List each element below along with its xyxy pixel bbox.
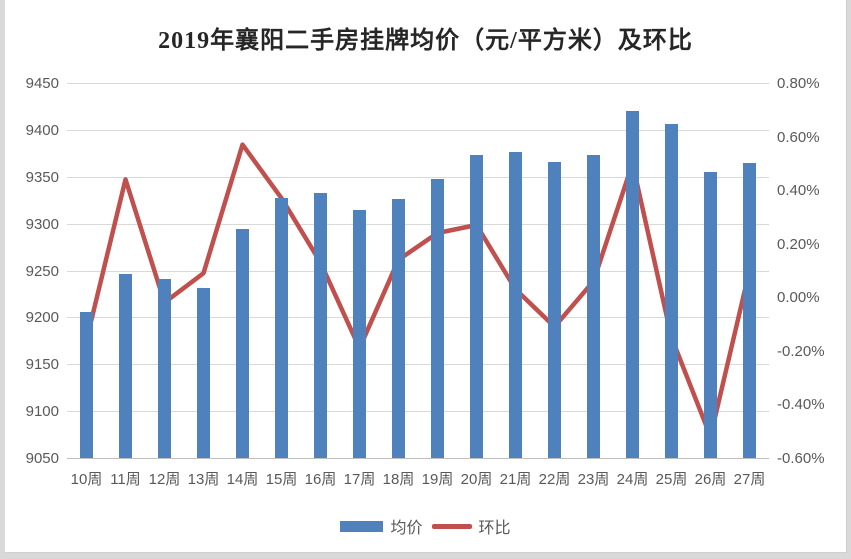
bar-22周 (548, 161, 561, 458)
bar-10周 (80, 311, 93, 458)
legend: 均价 环比 (5, 514, 846, 538)
bar-12周 (158, 278, 171, 458)
y-axis-left-label: 9250 (25, 262, 59, 280)
x-axis-label: 12周 (148, 471, 181, 488)
y-axis-left-label: 9050 (25, 450, 59, 467)
gridline (67, 270, 769, 272)
price-bar-swatch-icon (340, 520, 384, 532)
x-axis-label: 16周 (304, 471, 337, 488)
bar-26周 (704, 172, 717, 458)
bar-18周 (392, 199, 405, 458)
legend-item-price: 均价 (340, 514, 423, 538)
x-axis-label: 22周 (538, 471, 571, 488)
bar-13周 (197, 288, 210, 458)
x-axis-label: 11周 (110, 471, 141, 488)
x-axis-label: 14周 (226, 471, 259, 488)
x-axis-label: 20周 (460, 471, 493, 488)
x-axis-label: 19周 (421, 471, 454, 488)
x-axis: 10周 11周 12周 13周 14周 15周 16周 17周 18周 19周 20周 21周 22周 2… (67, 468, 769, 490)
x-axis-line (67, 458, 769, 459)
ratio-line-series (84, 142, 752, 439)
legend-ratio-label: 环比 (478, 520, 511, 537)
x-axis-label: 26周 (694, 471, 727, 488)
x-axis-label: 24周 (616, 471, 649, 488)
bar-19周 (431, 178, 444, 458)
x-axis-label: 27周 (733, 471, 766, 488)
y-axis-right-label: 0.60% (777, 128, 820, 146)
x-axis-label: 21周 (499, 471, 532, 488)
bar-16周 (314, 192, 327, 458)
y-axis-right-label: 0.80% (777, 75, 820, 92)
y-axis-left-label: 9150 (25, 356, 59, 374)
bar-25周 (665, 124, 678, 458)
y-axis-left-label: 9100 (25, 403, 59, 421)
y-axis-right-label: 0.00% (777, 289, 820, 307)
x-axis-label: 18周 (382, 471, 415, 488)
bar-11周 (119, 274, 132, 458)
x-axis-label: 23周 (577, 471, 610, 488)
gridline (67, 223, 769, 225)
y-axis-left-label: 9200 (25, 309, 59, 327)
bar-24周 (626, 111, 639, 458)
bar-21周 (509, 152, 522, 458)
ratio-line (84, 142, 752, 439)
chart-title: 2019年襄阳二手房挂牌均价（元/平方米）及环比 (158, 28, 693, 54)
y-axis-left-label: 9300 (25, 215, 59, 233)
x-axis-label: 10周 (70, 471, 103, 488)
bar-14周 (236, 229, 249, 458)
y-axis-right-label: -0.40% (777, 396, 825, 414)
bar-23周 (587, 155, 600, 458)
legend-price-label: 均价 (390, 520, 423, 537)
y-axis-left-label: 9400 (25, 121, 59, 139)
y-axis-left-label: 9450 (25, 75, 59, 92)
gridline (67, 411, 769, 413)
bar-20周 (470, 155, 483, 458)
x-axis-label: 25周 (655, 471, 688, 488)
y-axis-right: 0.80% 0.60% 0.40% 0.20% 0.00% -0.20% -0.40% -0.… (777, 76, 841, 466)
x-axis-label: 13周 (187, 471, 220, 488)
plot-area (67, 83, 769, 459)
chart-panel: 2019年襄阳二手房挂牌均价（元/平方米）及环比 9450 9400 9350 930… (5, 0, 847, 553)
gridline (67, 129, 769, 131)
gridline (67, 176, 769, 178)
x-axis-label: 17周 (343, 471, 376, 488)
bar-27周 (743, 162, 756, 458)
y-axis-right-label: 0.20% (777, 235, 820, 253)
gridline (67, 83, 769, 84)
y-axis-left-label: 9350 (25, 168, 59, 186)
y-axis-left: 9450 9400 9350 9300 9250 9200 9150 9100 9050 (5, 76, 59, 466)
y-axis-right-label: -0.60% (777, 450, 825, 467)
gridline (67, 317, 769, 319)
ratio-line-swatch-icon (431, 523, 472, 529)
gridline (67, 364, 769, 366)
legend-item-ratio: 环比 (431, 514, 511, 538)
bar-17周 (353, 209, 366, 458)
y-axis-right-label: 0.40% (777, 182, 820, 200)
bar-15周 (275, 198, 288, 458)
y-axis-right-label: -0.20% (777, 342, 825, 360)
x-axis-label: 15周 (265, 471, 298, 488)
